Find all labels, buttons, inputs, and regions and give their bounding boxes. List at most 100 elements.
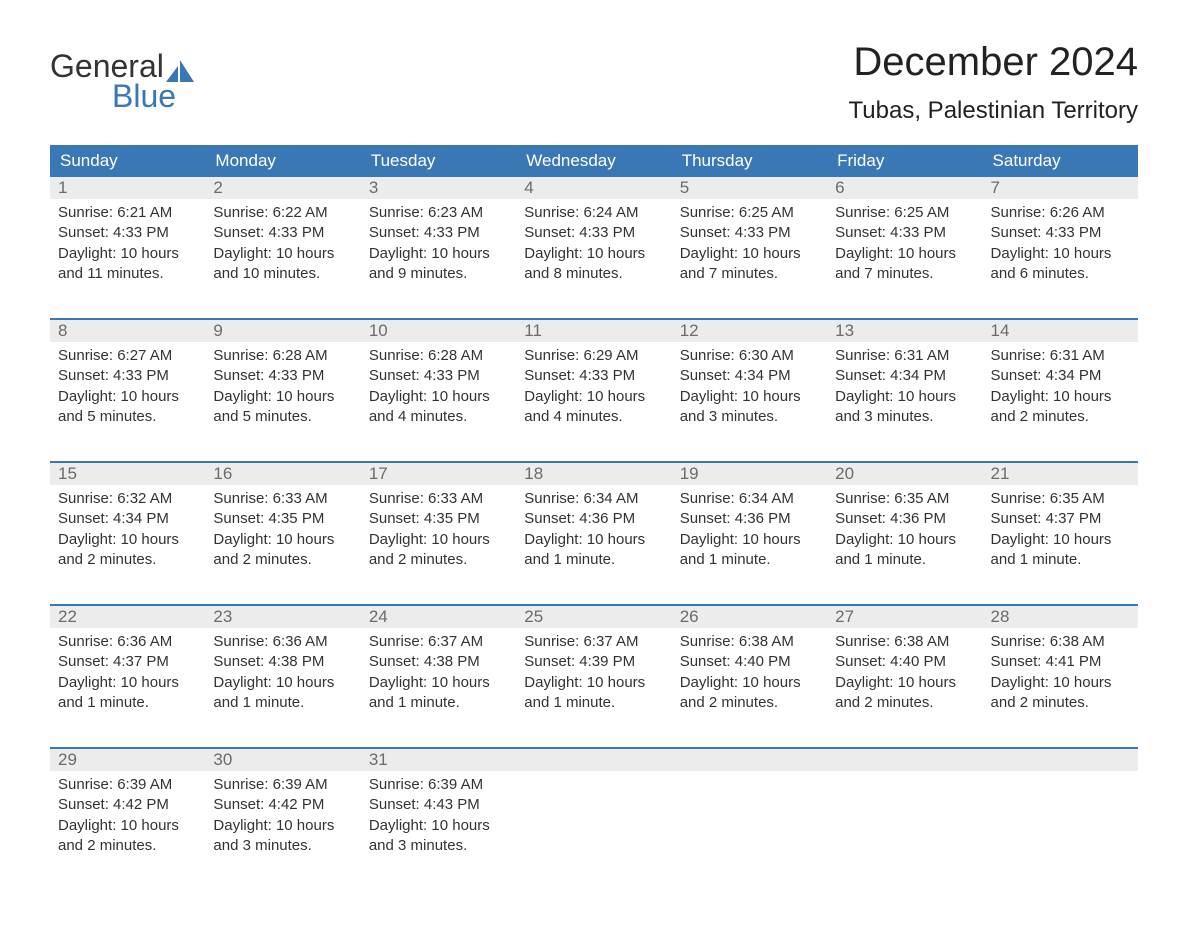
day-number: 20	[827, 463, 982, 485]
day-detail: Sunrise: 6:35 AMSunset: 4:36 PMDaylight:…	[827, 485, 982, 604]
daylight-line: Daylight: 10 hours and 7 minutes.	[835, 244, 974, 285]
day-detail: Sunrise: 6:39 AMSunset: 4:42 PMDaylight:…	[205, 771, 360, 890]
day-detail: Sunrise: 6:38 AMSunset: 4:41 PMDaylight:…	[983, 628, 1138, 747]
day-cell: 3	[361, 177, 516, 199]
day-body-cell: Sunrise: 6:38 AMSunset: 4:40 PMDaylight:…	[672, 628, 827, 748]
sunrise-line: Sunrise: 6:23 AM	[369, 203, 508, 223]
day-cell: 19	[672, 462, 827, 485]
sunset-line: Sunset: 4:33 PM	[369, 366, 508, 386]
day-number-empty	[516, 749, 671, 771]
daybody-row: Sunrise: 6:39 AMSunset: 4:42 PMDaylight:…	[50, 771, 1138, 890]
day-cell: 23	[205, 605, 360, 628]
daynum-row: 891011121314	[50, 319, 1138, 342]
day-body-cell: Sunrise: 6:37 AMSunset: 4:38 PMDaylight:…	[361, 628, 516, 748]
day-cell: 11	[516, 319, 671, 342]
day-detail: Sunrise: 6:38 AMSunset: 4:40 PMDaylight:…	[672, 628, 827, 747]
daylight-line: Daylight: 10 hours and 2 minutes.	[680, 673, 819, 714]
day-number: 14	[983, 320, 1138, 342]
daylight-line: Daylight: 10 hours and 5 minutes.	[58, 387, 197, 428]
daylight-line: Daylight: 10 hours and 8 minutes.	[524, 244, 663, 285]
day-body-cell: Sunrise: 6:25 AMSunset: 4:33 PMDaylight:…	[672, 199, 827, 319]
day-body-cell: Sunrise: 6:39 AMSunset: 4:42 PMDaylight:…	[205, 771, 360, 890]
sunset-line: Sunset: 4:34 PM	[991, 366, 1130, 386]
day-cell: 15	[50, 462, 205, 485]
sunset-line: Sunset: 4:33 PM	[58, 366, 197, 386]
day-body-cell: Sunrise: 6:34 AMSunset: 4:36 PMDaylight:…	[516, 485, 671, 605]
day-cell: 12	[672, 319, 827, 342]
day-cell: 30	[205, 748, 360, 771]
day-cell: 10	[361, 319, 516, 342]
daylight-line: Daylight: 10 hours and 1 minute.	[680, 530, 819, 571]
sunrise-line: Sunrise: 6:34 AM	[524, 489, 663, 509]
day-cell	[672, 748, 827, 771]
col-tuesday: Tuesday	[361, 145, 516, 177]
daybody-row: Sunrise: 6:21 AMSunset: 4:33 PMDaylight:…	[50, 199, 1138, 319]
day-cell: 20	[827, 462, 982, 485]
day-number: 10	[361, 320, 516, 342]
sunset-line: Sunset: 4:33 PM	[835, 223, 974, 243]
day-cell: 28	[983, 605, 1138, 628]
day-detail: Sunrise: 6:31 AMSunset: 4:34 PMDaylight:…	[827, 342, 982, 461]
day-cell: 4	[516, 177, 671, 199]
sunset-line: Sunset: 4:40 PM	[680, 652, 819, 672]
day-detail: Sunrise: 6:28 AMSunset: 4:33 PMDaylight:…	[205, 342, 360, 461]
sunset-line: Sunset: 4:33 PM	[369, 223, 508, 243]
sunrise-line: Sunrise: 6:28 AM	[369, 346, 508, 366]
sunset-line: Sunset: 4:38 PM	[369, 652, 508, 672]
sunrise-line: Sunrise: 6:38 AM	[835, 632, 974, 652]
sunrise-line: Sunrise: 6:30 AM	[680, 346, 819, 366]
sunset-line: Sunset: 4:33 PM	[58, 223, 197, 243]
day-cell: 16	[205, 462, 360, 485]
day-number: 6	[827, 177, 982, 199]
sunset-line: Sunset: 4:35 PM	[369, 509, 508, 529]
daylight-line: Daylight: 10 hours and 4 minutes.	[369, 387, 508, 428]
day-number: 8	[50, 320, 205, 342]
day-number: 24	[361, 606, 516, 628]
day-detail: Sunrise: 6:23 AMSunset: 4:33 PMDaylight:…	[361, 199, 516, 318]
day-cell	[827, 748, 982, 771]
day-detail: Sunrise: 6:29 AMSunset: 4:33 PMDaylight:…	[516, 342, 671, 461]
sunset-line: Sunset: 4:34 PM	[680, 366, 819, 386]
day-number: 12	[672, 320, 827, 342]
sunrise-line: Sunrise: 6:35 AM	[991, 489, 1130, 509]
day-number: 4	[516, 177, 671, 199]
day-detail: Sunrise: 6:36 AMSunset: 4:38 PMDaylight:…	[205, 628, 360, 747]
day-number: 1	[50, 177, 205, 199]
day-body-cell	[516, 771, 671, 890]
sunset-line: Sunset: 4:39 PM	[524, 652, 663, 672]
sunrise-line: Sunrise: 6:32 AM	[58, 489, 197, 509]
brand-logo: General Blue	[50, 40, 194, 112]
col-sunday: Sunday	[50, 145, 205, 177]
daynum-row: 15161718192021	[50, 462, 1138, 485]
day-body-cell	[827, 771, 982, 890]
day-cell	[516, 748, 671, 771]
sunrise-line: Sunrise: 6:26 AM	[991, 203, 1130, 223]
daylight-line: Daylight: 10 hours and 7 minutes.	[680, 244, 819, 285]
sunset-line: Sunset: 4:33 PM	[524, 366, 663, 386]
sunrise-line: Sunrise: 6:36 AM	[213, 632, 352, 652]
day-number: 17	[361, 463, 516, 485]
day-detail: Sunrise: 6:25 AMSunset: 4:33 PMDaylight:…	[672, 199, 827, 318]
sunset-line: Sunset: 4:42 PM	[213, 795, 352, 815]
day-detail: Sunrise: 6:27 AMSunset: 4:33 PMDaylight:…	[50, 342, 205, 461]
sunset-line: Sunset: 4:33 PM	[991, 223, 1130, 243]
sunset-line: Sunset: 4:40 PM	[835, 652, 974, 672]
day-number: 18	[516, 463, 671, 485]
title-block: December 2024 Tubas, Palestinian Territo…	[849, 40, 1138, 125]
day-body-cell: Sunrise: 6:33 AMSunset: 4:35 PMDaylight:…	[361, 485, 516, 605]
day-cell: 14	[983, 319, 1138, 342]
day-number: 3	[361, 177, 516, 199]
day-number: 31	[361, 749, 516, 771]
day-body-cell: Sunrise: 6:22 AMSunset: 4:33 PMDaylight:…	[205, 199, 360, 319]
sunrise-line: Sunrise: 6:33 AM	[369, 489, 508, 509]
daylight-line: Daylight: 10 hours and 1 minute.	[524, 530, 663, 571]
day-cell: 6	[827, 177, 982, 199]
day-number-empty	[827, 749, 982, 771]
daylight-line: Daylight: 10 hours and 2 minutes.	[58, 530, 197, 571]
day-detail: Sunrise: 6:34 AMSunset: 4:36 PMDaylight:…	[516, 485, 671, 604]
day-detail: Sunrise: 6:25 AMSunset: 4:33 PMDaylight:…	[827, 199, 982, 318]
day-cell: 13	[827, 319, 982, 342]
day-number: 26	[672, 606, 827, 628]
sunset-line: Sunset: 4:34 PM	[835, 366, 974, 386]
daylight-line: Daylight: 10 hours and 1 minute.	[369, 673, 508, 714]
